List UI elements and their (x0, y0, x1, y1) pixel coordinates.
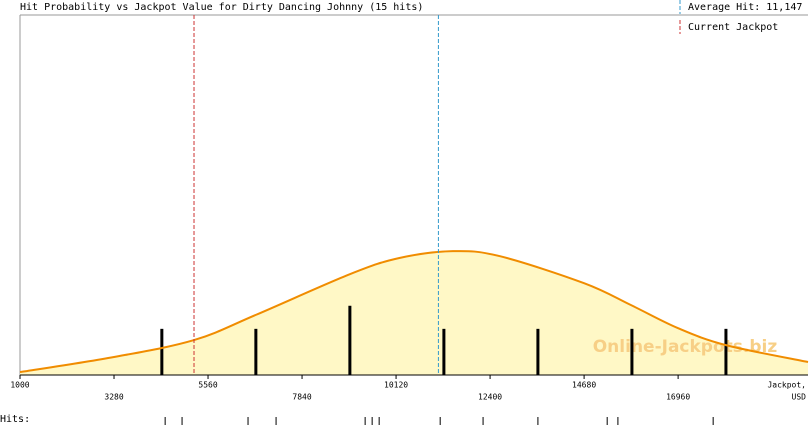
x-tick-label: 5560 (198, 381, 217, 390)
x-tick-label: 14680 (572, 381, 596, 390)
hit-bar (254, 328, 258, 375)
x-tick-label: 3280 (104, 393, 123, 402)
curve-area (20, 251, 808, 375)
legend-label: Average Hit: 11,147 (688, 2, 802, 13)
x-axis-label: Jackpot, (767, 381, 806, 390)
curve-line (19, 250, 809, 374)
hit-bar (630, 328, 634, 375)
x-axis-label: USD (792, 393, 807, 402)
hit-bar (160, 328, 164, 375)
hit-bar (442, 328, 446, 375)
watermark: Online-Jackpots.biz (593, 337, 778, 357)
x-tick-label: 10120 (384, 381, 408, 390)
x-tick-label: 16960 (666, 393, 690, 402)
x-tick-label: 7840 (292, 393, 311, 402)
chart-title: Hit Probability vs Jackpot Value for Dir… (20, 2, 423, 13)
x-tick-label: 1000 (10, 381, 29, 390)
hit-bar (724, 328, 728, 375)
hit-bar (536, 328, 540, 375)
rug-label: Hits: (0, 414, 30, 425)
legend-label: Current Jackpot (688, 22, 778, 33)
hit-bar (348, 305, 352, 375)
x-tick-label: 12400 (478, 393, 502, 402)
